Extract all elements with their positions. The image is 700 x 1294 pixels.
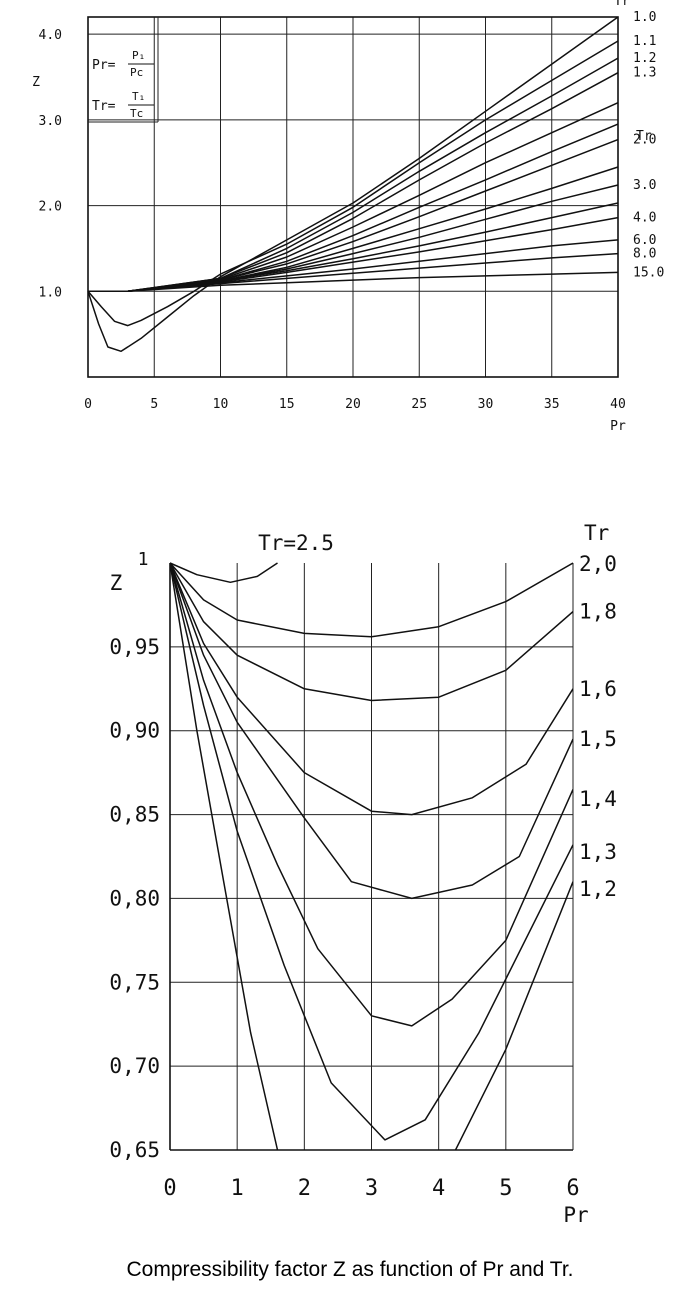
plot-frame [87, 16, 619, 378]
series-label: 1,2 [579, 877, 617, 901]
y-tick-label: 0,90 [109, 719, 160, 743]
series-line [170, 562, 573, 1141]
series-label: 3.0 [633, 178, 656, 193]
series-label: 1,8 [579, 600, 617, 624]
series-line [88, 271, 619, 293]
x-tick-label: 0 [84, 397, 92, 412]
series-line [170, 562, 573, 638]
chart-z-vs-pr-full-range: 0 5 10 15 20 25 30 35 40 1.0 2.0 3.0 4.0 Z Pr Pr= P₁ Pc Tr… [32, 0, 664, 434]
series-line [170, 562, 279, 1150]
series-label: 1.2 [633, 51, 656, 66]
x-tick-label: 15 [279, 397, 295, 412]
series-label: 1,3 [579, 840, 617, 864]
x-tick-label: 4 [432, 1176, 445, 1201]
series-line [170, 562, 278, 584]
formula-pr-lhs: Pr= [92, 58, 116, 73]
formula-tr-denominator: Tc [130, 107, 143, 120]
series-label: 1,5 [579, 727, 617, 751]
y-tick-label: 0,95 [109, 635, 160, 659]
y-tick-label: 0,85 [109, 803, 160, 827]
x-tick-label: 2 [298, 1176, 311, 1201]
chart-title: Tr=2.5 [258, 531, 334, 555]
x-tick-label: 10 [213, 397, 229, 412]
series-line [170, 562, 573, 1027]
x-tick-label: 3 [365, 1176, 378, 1201]
x-tick-label: 6 [566, 1176, 579, 1201]
series-label: 1,6 [579, 677, 617, 701]
y-tick-label: 3.0 [39, 114, 62, 129]
series-line [454, 881, 573, 1150]
series-header: Tr [584, 521, 609, 545]
formula-tr-numerator: T₁ [132, 90, 145, 103]
series-line [170, 562, 573, 900]
y-tick-label: 0,65 [109, 1138, 160, 1162]
x-tick-label: 20 [345, 397, 361, 412]
series-label: 1,4 [579, 787, 617, 811]
formula-pr-numerator: P₁ [132, 49, 145, 62]
series-label: 4.0 [633, 211, 656, 226]
x-axis-label: Pr [563, 1203, 588, 1227]
y-tick-label: 0,75 [109, 970, 160, 994]
series-label: 2,0 [579, 552, 617, 576]
y-tick-label: 0,70 [109, 1054, 160, 1078]
series-label: 1.1 [633, 34, 656, 49]
x-tick-label: 25 [411, 397, 427, 412]
y-axis-label: Z [110, 571, 123, 595]
x-tick-label: 5 [150, 397, 158, 412]
series-label: 2.0 [633, 133, 656, 148]
x-tick-label: 40 [610, 397, 626, 412]
x-tick-label: 5 [499, 1176, 512, 1201]
series-header-mid: Tr [636, 129, 652, 144]
formula-pr-denominator: Pc [130, 66, 143, 79]
y-tick-label: 0,80 [109, 886, 160, 910]
chart-z-vs-pr-low-range: 0 1 2 3 4 5 60,650,700,750,800,850,900,951ZPrT… [109, 521, 617, 1227]
y-tick-label: 1 [138, 549, 149, 570]
series-label: 1.0 [633, 10, 656, 25]
x-tick-label: 0 [163, 1176, 176, 1201]
series-line [170, 562, 573, 816]
formula-tr-lhs: Tr= [92, 99, 116, 114]
series-label: 6.0 [633, 233, 656, 248]
y-axis-label: Z [32, 75, 40, 90]
series-line [170, 562, 573, 702]
figure-caption: Compressibility factor Z as function of … [126, 1258, 574, 1281]
y-tick-label: 1.0 [39, 285, 62, 300]
x-tick-label: 35 [544, 397, 560, 412]
x-axis-label: Pr [610, 419, 626, 434]
series-label: 15.0 [633, 265, 664, 280]
y-tick-label: 4.0 [39, 28, 62, 43]
series-label: 8.0 [633, 247, 656, 262]
series-label: 1.3 [633, 66, 656, 81]
y-tick-label: 2.0 [39, 200, 62, 215]
series-header-top: Tr [614, 0, 630, 9]
x-tick-label: 1 [231, 1176, 244, 1201]
x-tick-label: 30 [478, 397, 494, 412]
